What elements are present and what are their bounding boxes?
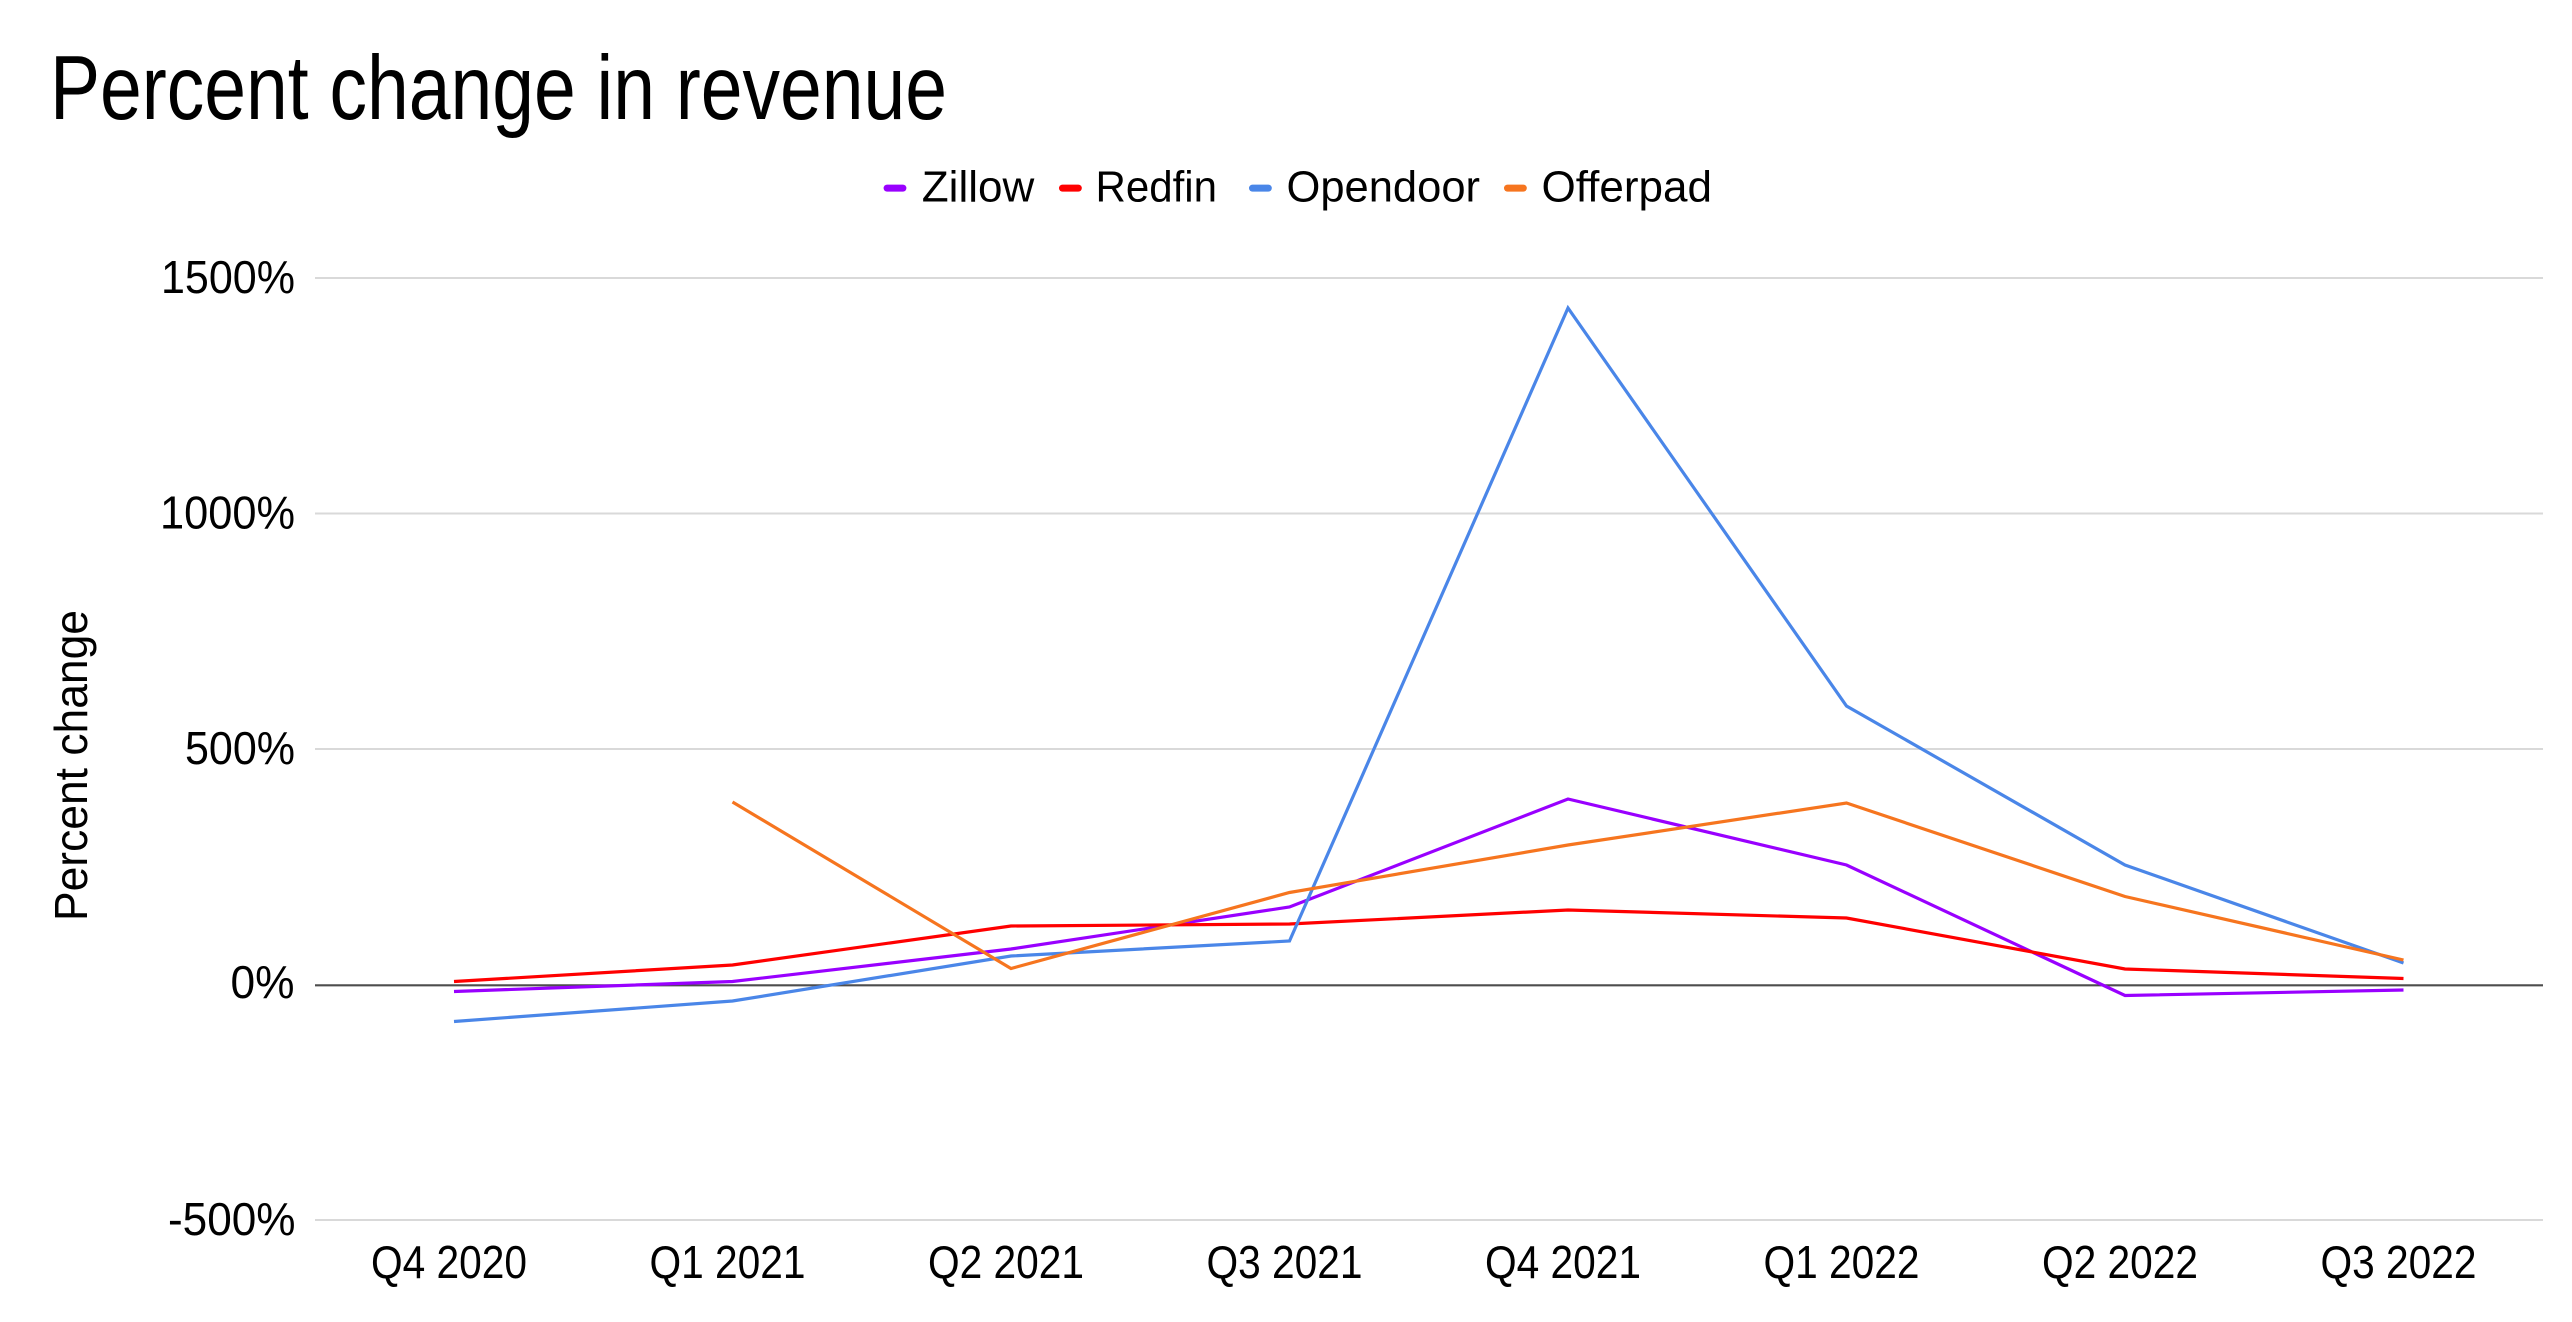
svg-text:1000%: 1000%: [160, 487, 295, 539]
svg-text:Zillow: Zillow: [922, 163, 1035, 212]
svg-text:Q1 2021: Q1 2021: [650, 1236, 806, 1288]
svg-text:1500%: 1500%: [161, 251, 295, 303]
svg-text:Q4 2020: Q4 2020: [371, 1236, 527, 1288]
svg-text:Q2 2022: Q2 2022: [2042, 1236, 2198, 1288]
svg-text:Q4 2021: Q4 2021: [1485, 1236, 1641, 1288]
svg-text:Opendoor: Opendoor: [1287, 163, 1481, 212]
svg-text:Offerpad: Offerpad: [1542, 163, 1713, 212]
svg-text:Q2 2021: Q2 2021: [928, 1236, 1084, 1288]
svg-text:Q3 2021: Q3 2021: [1207, 1236, 1363, 1288]
svg-text:Percent change: Percent change: [45, 610, 97, 921]
svg-text:0%: 0%: [231, 956, 295, 1008]
svg-text:Redfin: Redfin: [1096, 163, 1218, 212]
svg-text:Percent change in revenue: Percent change in revenue: [50, 38, 947, 139]
svg-text:Q1 2022: Q1 2022: [1764, 1236, 1920, 1288]
svg-text:500%: 500%: [185, 722, 295, 774]
svg-text:-500%: -500%: [168, 1193, 296, 1245]
svg-text:Q3 2022: Q3 2022: [2321, 1236, 2477, 1288]
